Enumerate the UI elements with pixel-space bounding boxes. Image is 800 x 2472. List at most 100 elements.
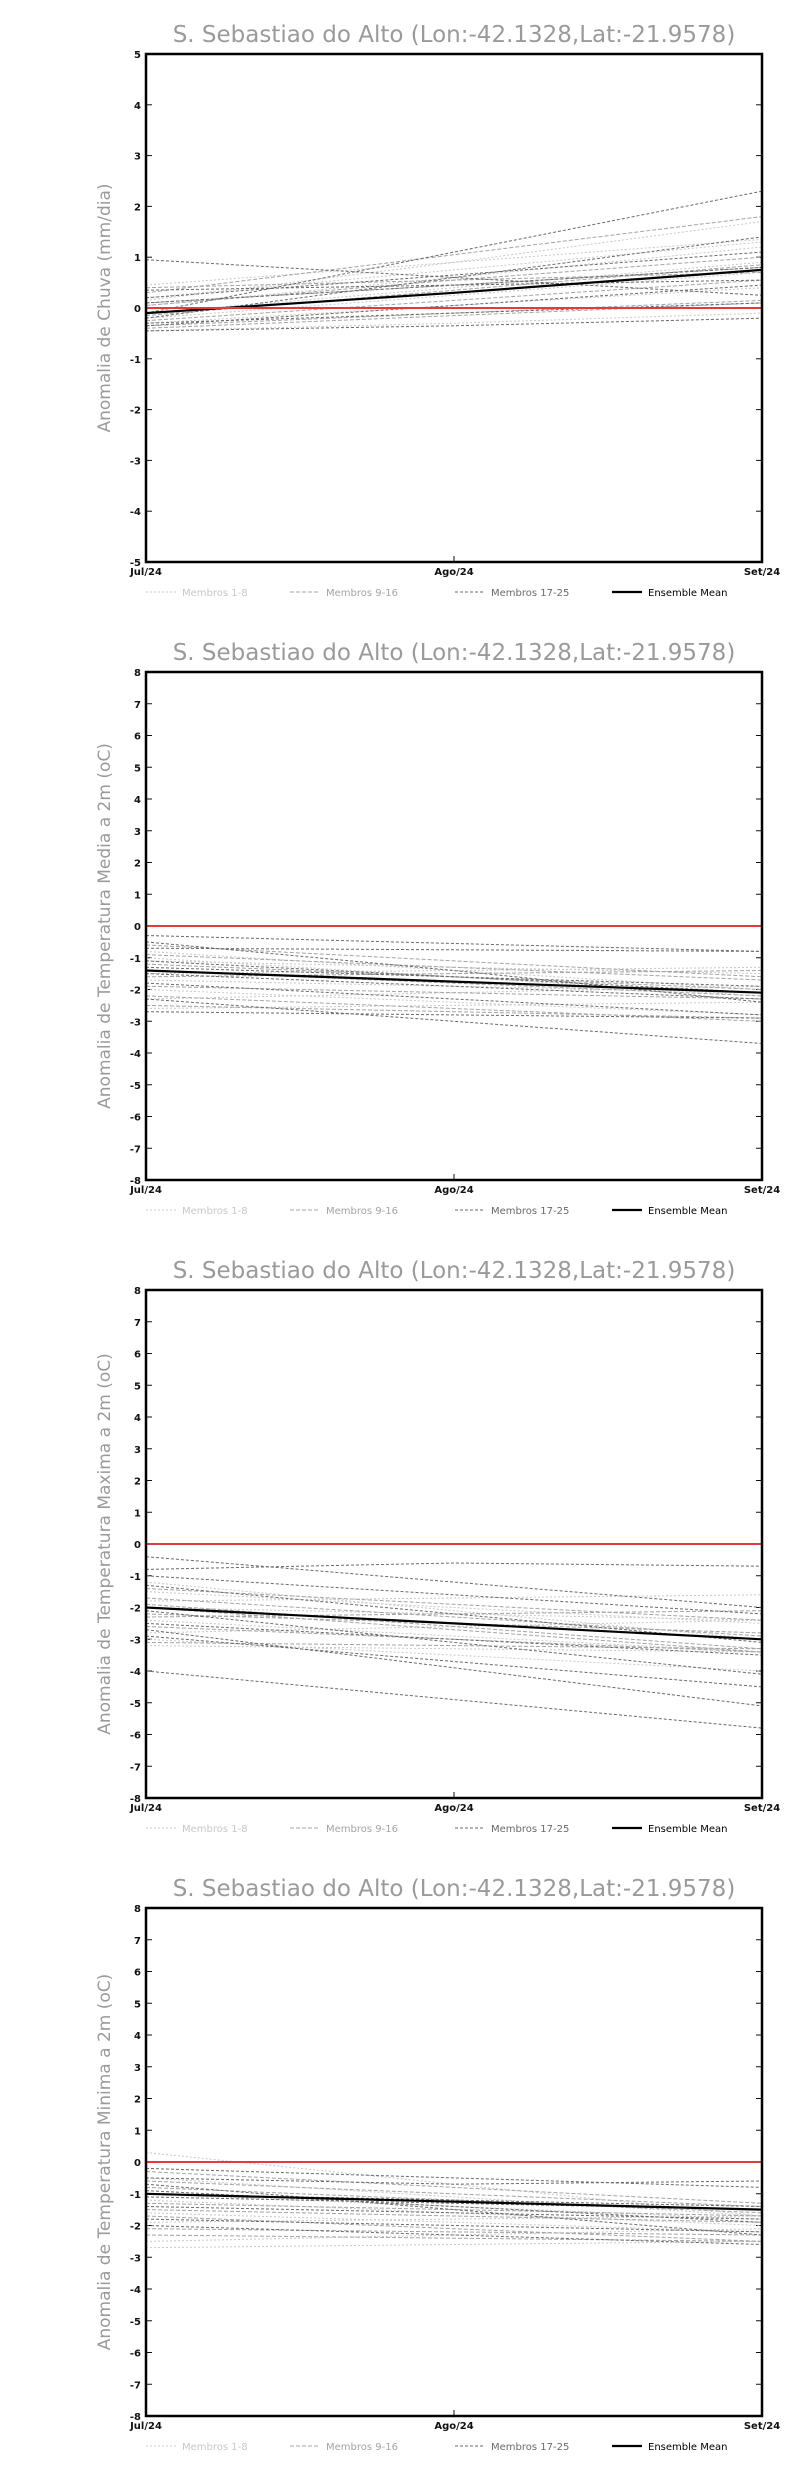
member-line xyxy=(146,1645,762,1653)
chart-title: S. Sebastiao do Alto (Lon:-42.1328,Lat:-… xyxy=(173,640,736,666)
member-line xyxy=(146,1610,762,1675)
y-tick-label: -5 xyxy=(130,2317,141,2328)
y-tick-label: 5 xyxy=(134,1999,141,2010)
y-tick-label: -6 xyxy=(130,1113,141,1124)
legend-entry: Ensemble Mean xyxy=(648,1824,727,1835)
member-line xyxy=(146,2225,762,2245)
chart-panel-2: S. Sebastiao do Alto (Lon:-42.1328,Lat:-… xyxy=(95,640,780,1217)
ensemble-mean-line xyxy=(146,2192,762,2211)
y-tick-label: 7 xyxy=(134,1318,141,1329)
y-tick-label: 3 xyxy=(134,827,141,838)
y-tick-label: -1 xyxy=(130,1572,141,1583)
plot-frame xyxy=(144,52,764,564)
y-axis-label: Anomalia de Temperatura Maxima a 2m (oC) xyxy=(95,1353,115,1735)
member-line xyxy=(146,2186,762,2214)
member-line xyxy=(146,2228,762,2236)
member-line xyxy=(146,1011,762,1019)
y-tick-label: -1 xyxy=(130,2190,141,2201)
y-tick-label: 8 xyxy=(134,668,141,679)
member-line xyxy=(146,1594,762,1602)
member-line xyxy=(146,941,762,1003)
member-line xyxy=(146,1004,762,1019)
chart-panel-3: S. Sebastiao do Alto (Lon:-42.1328,Lat:-… xyxy=(95,1258,780,1835)
x-tick-label: Jul/24 xyxy=(129,567,162,578)
x-tick-label: Jul/24 xyxy=(129,1803,162,1814)
y-tick-label: 7 xyxy=(134,700,141,711)
member-line xyxy=(146,2234,762,2242)
member-line xyxy=(146,1641,762,1650)
x-tick-label: Jul/24 xyxy=(129,1185,162,1196)
member-line xyxy=(146,216,762,294)
chart-title: S. Sebastiao do Alto (Lon:-42.1328,Lat:-… xyxy=(173,1258,736,1284)
y-tick-label: -3 xyxy=(130,1635,141,1646)
legend-entry: Membros 17-25 xyxy=(491,588,569,599)
ensemble-mean-line xyxy=(146,969,762,994)
legend-entry: Membros 1-8 xyxy=(182,1206,248,1217)
member-line xyxy=(146,2199,762,2226)
legend-entry: Membros 9-16 xyxy=(326,2442,398,2453)
legend-entry: Membros 9-16 xyxy=(326,1206,398,1217)
x-tick-label: Ago/24 xyxy=(434,1803,473,1814)
y-tick-label: 4 xyxy=(134,2031,141,2042)
y-tick-label: -7 xyxy=(130,1144,141,1155)
member-line xyxy=(146,2177,762,2217)
member-line xyxy=(146,2183,762,2236)
member-line xyxy=(146,1556,762,1608)
y-tick-label: 2 xyxy=(134,202,141,213)
member-line xyxy=(146,279,762,291)
y-tick-label: -6 xyxy=(130,1731,141,1742)
member-line xyxy=(146,221,762,301)
member-line xyxy=(146,241,762,299)
member-line xyxy=(146,2215,762,2242)
y-tick-label: 4 xyxy=(134,101,141,112)
member-line xyxy=(146,960,762,994)
member-line xyxy=(146,2212,762,2233)
legend-entry: Membros 1-8 xyxy=(182,2442,248,2453)
member-line xyxy=(146,1588,762,1621)
member-line xyxy=(146,299,762,327)
member-line xyxy=(146,236,762,319)
y-tick-label: 5 xyxy=(134,1381,141,1392)
legend-entry: Membros 17-25 xyxy=(491,1206,569,1217)
plot-frame xyxy=(144,1288,764,1800)
y-tick-label: 1 xyxy=(134,2126,141,2137)
y-tick-label: -5 xyxy=(130,1699,141,1710)
x-tick-label: Jul/24 xyxy=(129,2421,162,2432)
member-line xyxy=(146,271,762,319)
y-tick-label: -4 xyxy=(130,1667,141,1678)
member-line xyxy=(146,2171,762,2204)
y-tick-label: -1 xyxy=(130,954,141,965)
x-tick-label: Ago/24 xyxy=(434,567,473,578)
member-line xyxy=(146,1607,762,1653)
member-line xyxy=(146,2202,762,2217)
y-tick-label: 3 xyxy=(134,2063,141,2074)
y-tick-label: -2 xyxy=(130,406,141,417)
member-line xyxy=(146,989,762,1016)
y-tick-label: 3 xyxy=(134,1445,141,1456)
member-line xyxy=(146,317,762,332)
y-tick-label: 5 xyxy=(134,763,141,774)
member-line xyxy=(146,1581,762,1640)
y-tick-label: -3 xyxy=(130,456,141,467)
y-tick-label: -4 xyxy=(130,1049,141,1060)
member-line xyxy=(146,982,762,1016)
y-tick-label: -7 xyxy=(130,1762,141,1773)
y-tick-label: 1 xyxy=(134,253,141,264)
y-tick-label: -7 xyxy=(130,2380,141,2391)
member-line xyxy=(146,287,762,324)
member-line xyxy=(146,2240,762,2249)
y-tick-label: 1 xyxy=(134,1508,141,1519)
y-tick-label: 1 xyxy=(134,890,141,901)
member-line xyxy=(146,1597,762,1637)
y-tick-label: -5 xyxy=(130,1081,141,1092)
chart-title: S. Sebastiao do Alto (Lon:-42.1328,Lat:-… xyxy=(173,22,736,48)
member-line xyxy=(146,1562,762,1570)
member-line xyxy=(146,970,762,978)
y-tick-label: 8 xyxy=(134,1904,141,1915)
legend-entry: Membros 9-16 xyxy=(326,1824,398,1835)
y-tick-label: -4 xyxy=(130,2285,141,2296)
y-tick-label: 4 xyxy=(134,1413,141,1424)
legend-entry: Membros 1-8 xyxy=(182,588,248,599)
y-tick-label: 0 xyxy=(134,304,141,315)
